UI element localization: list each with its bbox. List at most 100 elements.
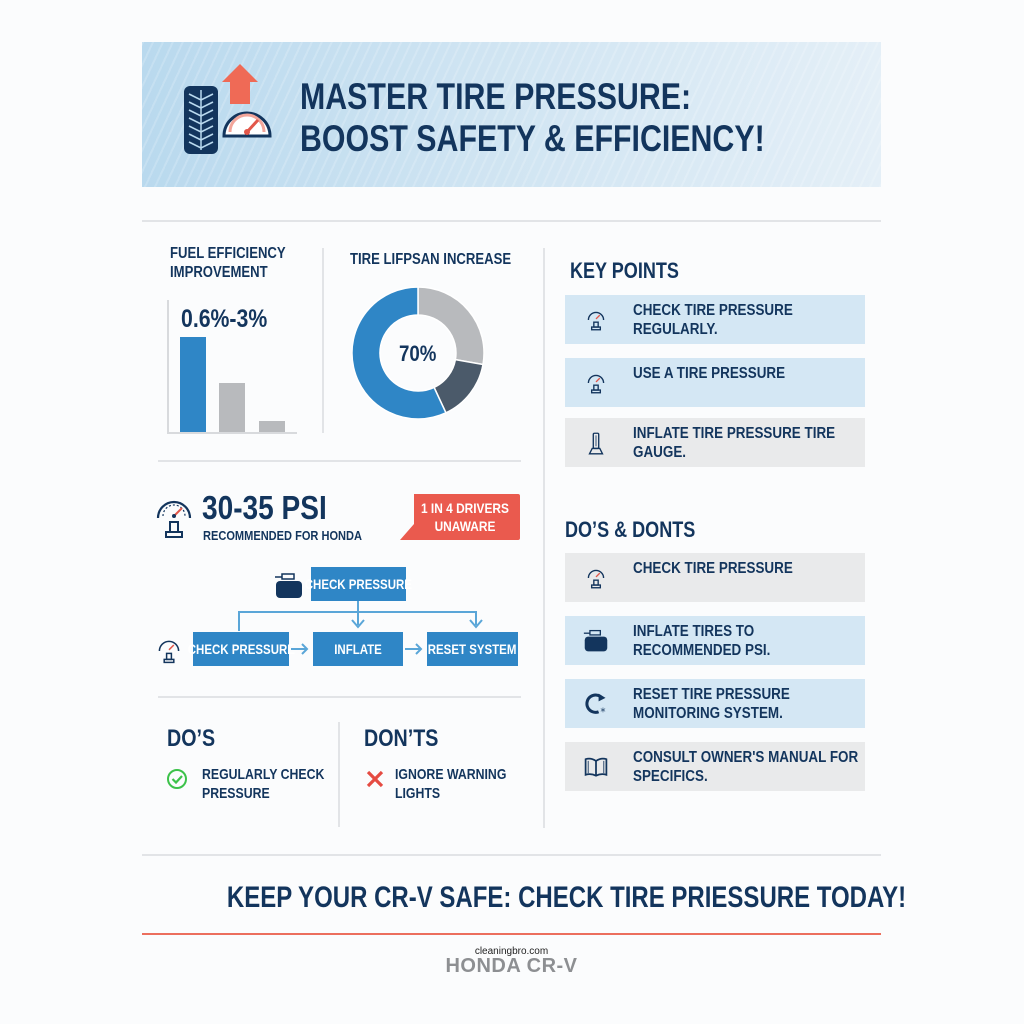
divider-footer-top [142, 854, 881, 856]
header-icon-group [184, 64, 272, 154]
site-label: cleaningbro.com [474, 946, 549, 957]
fuel-title-line-2: IMPROVEMENT [170, 264, 268, 281]
title-line-2: BOOST SAFETY & EFFICIENCY! [300, 118, 765, 159]
gauge-icon [222, 111, 272, 138]
header-banner [142, 42, 881, 187]
badge-line-1: 1 IN 4 DRIVERS [421, 500, 509, 516]
gauge-icon [587, 311, 605, 331]
dos-donts-text: INFLATE TIRES TO [633, 623, 755, 640]
key-point-item: USE A TIRE PRESSURE [565, 358, 865, 407]
dos-item: REGULARLY CHECK PRESSURE [202, 765, 324, 803]
arrow-right-icon [291, 643, 309, 655]
fuel-chart-title: FUEL EFFICIENCY IMPROVEMENT [170, 244, 286, 282]
key-point-text: USE A TIRE PRESSURE [633, 365, 786, 382]
fuel-bar-2 [219, 383, 245, 432]
tire-gauge-icon [588, 432, 604, 455]
reset-icon: * [585, 693, 606, 717]
gauge-icon [587, 569, 605, 589]
psi-value: 30-35 PSI [202, 489, 327, 526]
tire-icon [184, 86, 218, 154]
brand-container: HONDA CR-V [142, 955, 881, 978]
lifespan-value: 70% [399, 341, 437, 366]
gauge-icon [156, 500, 192, 538]
divider-top [142, 220, 881, 222]
x-mark-icon [366, 770, 384, 788]
key-point-item: INFLATE TIRE PRESSURE TIRE GAUGE. [565, 418, 865, 467]
fuel-bar-3 [259, 421, 285, 432]
flow-step-top: CHECK PRESSURE [305, 567, 412, 601]
cta-text: KEEP YOUR CR-V SAFE: CHECK TIRE PRIESSUR… [226, 881, 907, 914]
fuel-chart-y-axis [167, 300, 169, 433]
dos-donts-text: CONSULT OWNER'S MANUAL FOR [633, 749, 859, 766]
badge-line-2: UNAWARE [434, 518, 496, 534]
flow-step-reset-system: RESET SYSTEM [427, 632, 518, 666]
dos-donts-text: MONITORING SYSTEM. [633, 705, 783, 722]
flow-step-label: INFLATE [334, 641, 382, 657]
key-point-item: CHECK TIRE PRESSURE REGULARLY. [565, 295, 865, 344]
dos-donts-item: CHECK TIRE PRESSURE [565, 553, 865, 602]
flow-connector [357, 611, 359, 625]
brand-logo: HONDA CR-V [445, 955, 578, 977]
svg-text:*: * [600, 706, 605, 717]
fuel-bar-1 [180, 337, 206, 432]
flow-connector [357, 601, 359, 612]
flow-step-check-pressure: CHECK PRESSURE [187, 632, 295, 666]
divider-dos-donts [338, 722, 340, 827]
divider-flow [158, 696, 521, 698]
key-point-text: REGULARLY. [633, 321, 718, 338]
dos-donts-title: DO’S & DONTS [565, 517, 696, 542]
fuel-bar-chart [168, 300, 296, 432]
title-line-1: MASTER TIRE PRESSURE: [300, 76, 692, 117]
fuel-chart-x-axis [167, 432, 297, 434]
divider-vertical-main [543, 248, 545, 828]
arrow-down-icon [469, 619, 483, 629]
arrow-down-icon [351, 619, 365, 629]
fuel-title-line-1: FUEL EFFICIENCY [170, 245, 286, 262]
gauge-icon [158, 640, 180, 664]
dos-donts-item: * RESET TIRE PRESSURE MONITORING SYSTEM. [565, 679, 865, 728]
dos-title: DO’S [167, 725, 216, 752]
psi-subtitle: RECOMMENDED FOR HONDA [203, 528, 363, 543]
flow-step-label: RESET SYSTEM [428, 641, 517, 657]
donts-item-line-2: LIGHTS [395, 785, 441, 802]
flow-step-inflate: INFLATE [313, 632, 403, 666]
fuel-chart-value: 0.6%-3% [181, 305, 268, 333]
dos-item-line-2: PRESSURE [202, 785, 270, 802]
dos-item-line-1: REGULARLY CHECK [202, 766, 325, 783]
key-point-text: CHECK TIRE PRESSURE [633, 302, 793, 319]
donts-item-line-1: IGNORE WARNING [395, 766, 507, 783]
flow-connector [475, 611, 477, 625]
donts-title: DON’TS [364, 725, 439, 752]
divider-footer-accent [142, 933, 881, 935]
check-circle-icon [167, 769, 187, 789]
divider-vertical-charts [322, 248, 324, 433]
book-icon [584, 757, 608, 777]
dos-donts-text: RECOMMENDED PSI. [633, 642, 771, 659]
lifespan-chart-title: TIRE LIFPSAN INCREASE [350, 251, 512, 268]
flow-connector [238, 611, 240, 631]
warning-badge: 1 IN 4 DRIVERS UNAWARE [410, 499, 520, 535]
flow-step-label: CHECK PRESSURE [187, 641, 295, 657]
warning-badge-shape [400, 494, 520, 540]
dos-donts-item: CONSULT OWNER'S MANUAL FOR SPECIFICS. [565, 742, 865, 791]
flow-step-top-label: CHECK PRESSURE [304, 576, 413, 592]
dos-donts-text: CHECK TIRE PRESSURE [633, 560, 793, 577]
gauge-icon [587, 374, 605, 394]
cta-container: KEEP YOUR CR-V SAFE: CHECK TIRE PRIESSUR… [142, 881, 906, 915]
dos-donts-item: INFLATE TIRES TO RECOMMENDED PSI. [565, 616, 865, 665]
divider-charts [158, 460, 521, 462]
key-points-title: KEY POINTS [570, 258, 679, 283]
key-point-text: GAUGE. [633, 444, 687, 461]
arrow-right-icon [405, 643, 423, 655]
key-point-text: INFLATE TIRE PRESSURE TIRE [633, 425, 836, 442]
donts-item: IGNORE WARNING LIGHTS [395, 765, 506, 803]
page-title: MASTER TIRE PRESSURE: BOOST SAFETY & EFF… [300, 76, 765, 160]
dos-donts-text: RESET TIRE PRESSURE [633, 686, 790, 703]
lifespan-donut-chart [351, 286, 485, 420]
donut-segment-blue [351, 286, 447, 420]
compressor-icon [275, 573, 302, 598]
compressor-icon [583, 629, 608, 652]
arrow-up-icon [222, 64, 258, 104]
donut-segment-gray [417, 286, 485, 366]
dos-donts-text: SPECIFICS. [633, 768, 708, 785]
